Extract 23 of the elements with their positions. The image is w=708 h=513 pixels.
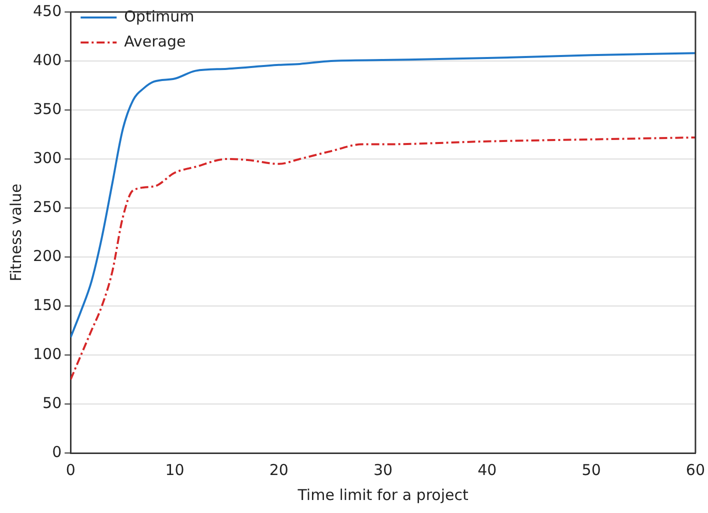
y-tick-label: 300: [32, 148, 62, 167]
y-tick-label: 0: [52, 442, 62, 461]
line-series: [70, 52, 696, 338]
y-tick-label: 350: [32, 100, 62, 118]
x-tick-label: 30: [373, 460, 393, 479]
legend-label: Average: [124, 32, 186, 50]
y-axis-title: Fitness value: [6, 184, 25, 282]
legend-label: Optimum: [124, 7, 194, 26]
x-tick-label: 0: [66, 460, 76, 479]
x-tick-label: 40: [478, 460, 497, 479]
y-tick-label: 150: [32, 296, 62, 314]
x-tick-label: 10: [165, 460, 184, 479]
x-axis-title: Time limit for a project: [296, 486, 468, 504]
x-tick-label: 20: [269, 460, 288, 479]
x-tick-label: 50: [582, 460, 601, 479]
x-tick-label: 60: [686, 460, 706, 479]
y-tick-label: 200: [32, 246, 62, 265]
y-tick-label: 450: [32, 2, 62, 20]
y-tick-label: 400: [32, 50, 62, 69]
y-tick-label: 250: [32, 198, 62, 216]
y-tick-label: 100: [32, 344, 62, 363]
y-tick-label: 50: [42, 394, 62, 412]
line-series: [70, 136, 696, 380]
